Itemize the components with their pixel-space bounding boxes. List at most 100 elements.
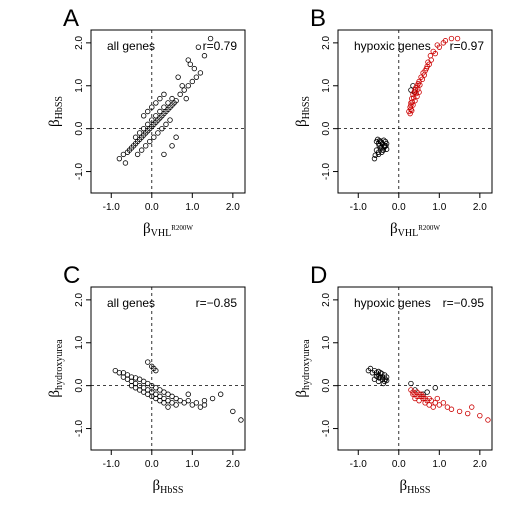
y-tick-label: 0.0 — [321, 378, 332, 392]
data-point — [408, 380, 414, 387]
series-1 — [406, 35, 461, 117]
data-point — [375, 378, 382, 385]
x-axis-label: βHbSS — [400, 478, 431, 496]
data-point — [116, 370, 123, 376]
x-tick-label: 2.0 — [473, 202, 487, 213]
data-point — [383, 146, 390, 152]
y-axis-label: βhydroxyurea — [294, 339, 312, 398]
data-point — [469, 404, 475, 410]
data-point — [149, 393, 155, 400]
x-axis-label: βVHLR200W — [143, 221, 193, 239]
y-tick-label: 2.0 — [74, 35, 85, 49]
data-point — [124, 376, 131, 382]
data-point — [380, 380, 387, 387]
y-tick-label: 2.0 — [321, 292, 332, 306]
y-tick-label: 0.0 — [74, 378, 85, 392]
x-axis-label-base: β — [400, 478, 408, 494]
annotation-label: all genes — [107, 39, 155, 53]
data-point — [464, 410, 471, 417]
x-axis-label-base: β — [390, 221, 398, 237]
data-point — [169, 400, 175, 406]
data-point — [382, 376, 389, 382]
y-tick-label: 2.0 — [74, 292, 85, 306]
data-point — [185, 391, 191, 397]
x-tick-label: 1.0 — [432, 459, 446, 470]
data-point — [185, 397, 191, 404]
data-point — [140, 113, 147, 119]
data-point — [145, 380, 151, 387]
data-point — [153, 385, 159, 391]
data-point — [410, 391, 416, 397]
data-point — [424, 389, 430, 395]
data-point — [193, 400, 200, 406]
data-point — [163, 121, 169, 128]
data-point — [149, 117, 155, 123]
panel-b: B-1.0 0.0 1.0 2.0-1.00.01.02.0βVHLR200WβHbS… — [294, 5, 493, 239]
data-point — [169, 143, 175, 149]
series-1 — [408, 387, 491, 423]
x-tick-label: 1.0 — [185, 202, 199, 213]
data-point — [175, 74, 181, 80]
data-point — [444, 404, 451, 410]
y-tick-label: -1.0 — [74, 162, 85, 180]
data-point — [173, 395, 179, 402]
data-point — [181, 400, 187, 406]
data-point — [419, 76, 425, 83]
data-point — [367, 365, 374, 372]
data-point — [128, 382, 135, 389]
data-point — [428, 397, 434, 404]
data-point — [153, 113, 159, 119]
data-point — [377, 137, 383, 144]
data-point — [454, 35, 461, 42]
data-point — [157, 387, 163, 393]
data-point — [179, 83, 185, 89]
y-tick-label: -1.0 — [321, 419, 332, 437]
panel-c: C-1.0 0.0 1.0 2.0-1.00.01.02.0βHbSSβhydroxy… — [47, 262, 246, 496]
y-tick-label: 0.0 — [321, 121, 332, 135]
data-point — [120, 151, 127, 158]
data-point — [136, 130, 143, 136]
data-point — [167, 117, 173, 123]
y-tick-label: 1.0 — [74, 335, 85, 349]
data-point — [149, 104, 155, 110]
x-tick-label: 1.0 — [185, 459, 199, 470]
data-point — [432, 385, 438, 391]
y-axis-label-subscript: hydroxyurea — [301, 339, 312, 390]
data-point — [381, 137, 387, 143]
data-point — [157, 95, 163, 102]
correlation-label: r=0.79 — [203, 39, 238, 53]
y-tick-label: 1.0 — [74, 78, 85, 92]
data-point — [421, 72, 428, 78]
data-point — [189, 402, 196, 408]
correlation-label: r=0.97 — [450, 39, 485, 53]
data-point — [195, 44, 202, 50]
x-tick-label: 0.0 — [145, 202, 159, 213]
x-axis-label-subscript: VHL — [151, 228, 172, 239]
x-tick-label: 0.0 — [392, 202, 406, 213]
data-point — [173, 98, 179, 104]
annotation-label: all genes — [107, 296, 155, 310]
x-axis-label-subscript: VHL — [398, 228, 419, 239]
y-tick-label: 1.0 — [321, 335, 332, 349]
data-point — [417, 82, 423, 88]
data-point — [165, 404, 171, 410]
data-point — [426, 402, 432, 408]
data-point — [185, 57, 191, 63]
data-point — [197, 70, 204, 76]
series-0 — [112, 359, 244, 423]
y-axis-label: βhydroxyurea — [47, 339, 65, 398]
data-point — [145, 391, 151, 397]
panel-letter: B — [310, 5, 326, 32]
data-point — [136, 387, 143, 393]
data-point — [430, 404, 436, 410]
data-point — [477, 412, 483, 419]
y-axis-label-subscript: hydroxyurea — [54, 339, 65, 390]
data-point — [422, 400, 428, 406]
y-tick-label: 0.0 — [74, 121, 85, 135]
panel-d: D-1.0 0.0 1.0 2.0-1.00.01.02.0βHbSSβhydroxy… — [294, 262, 493, 496]
x-axis-label-base: β — [143, 221, 151, 237]
data-point — [138, 147, 145, 153]
y-axis-label-subscript: HbSS — [54, 96, 65, 119]
data-point — [409, 107, 415, 114]
